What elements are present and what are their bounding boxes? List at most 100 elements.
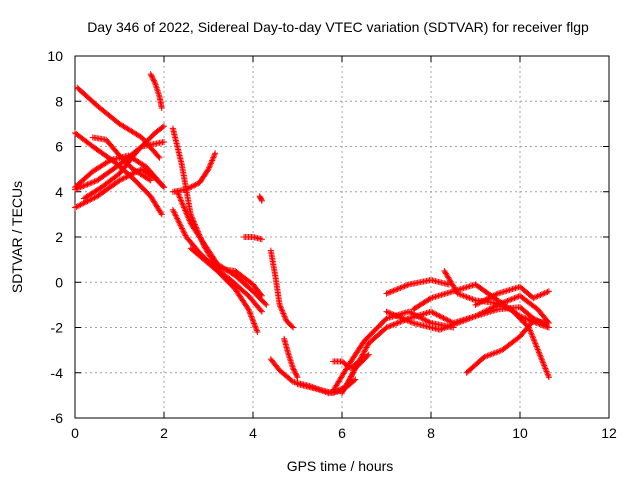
data-point-interp (386, 323, 393, 330)
data-point-interp (277, 304, 284, 311)
data-point (530, 295, 537, 302)
data-point-interp (335, 387, 342, 394)
data-point-interp (92, 178, 99, 185)
data-point-interp (486, 306, 493, 313)
data-point-interp (185, 185, 192, 192)
y-tick-label: -6 (51, 410, 64, 426)
data-point-interp (126, 172, 133, 179)
data-point-interp (408, 319, 415, 326)
data-point-interp (187, 184, 194, 191)
data-point-interp (440, 315, 447, 322)
data-point-interp (439, 325, 446, 332)
data-point-interp (193, 181, 200, 188)
data-point (147, 71, 154, 78)
data-point-interp (177, 222, 184, 229)
data-point-interp (541, 364, 548, 371)
data-point-interp (491, 349, 498, 356)
data-point-interp (210, 153, 217, 160)
data-point-interp (253, 326, 260, 333)
data-point-interp (247, 310, 254, 317)
data-point-interp (443, 316, 450, 323)
data-point-interp (445, 323, 452, 330)
data-point (258, 308, 265, 315)
data-point-interp (490, 350, 497, 357)
y-tick-label: 8 (55, 93, 63, 109)
data-point (205, 166, 212, 173)
data-point-interp (387, 322, 394, 329)
y-tick-label: 2 (55, 229, 63, 245)
data-point-interp (176, 193, 183, 200)
data-point-interp (146, 176, 153, 183)
data-point-interp (194, 227, 201, 234)
data-point-interp (397, 314, 404, 321)
data-point-interp (493, 291, 500, 298)
series-track-15 (256, 193, 265, 204)
data-point-interp (434, 312, 441, 319)
series-track-20 (330, 308, 457, 394)
data-point-interp (351, 366, 358, 373)
data-point-interp (401, 283, 408, 290)
x-tick-label: 8 (427, 425, 435, 441)
data-point-interp (483, 296, 490, 303)
data-point-interp (527, 328, 534, 335)
data-point-interp (148, 73, 155, 80)
data-point-interp (463, 316, 470, 323)
data-point-interp (250, 317, 256, 324)
data-point-interp (258, 196, 265, 203)
data-point-interp (485, 352, 492, 359)
y-tick-label: -2 (51, 320, 64, 336)
data-point-interp (180, 203, 187, 210)
data-point-interp (444, 317, 451, 324)
data-point-interp (391, 287, 398, 294)
data-point-interp (282, 314, 289, 321)
series-track-2 (74, 84, 163, 161)
data-point-interp (402, 282, 409, 289)
data-point-interp (529, 333, 536, 340)
y-tick-labels: -6 -4 -2 0 2 4 6 8 10 (47, 48, 63, 426)
data-point-interp (178, 198, 185, 205)
data-point-interp (396, 314, 403, 321)
data-point (212, 150, 219, 157)
data-point-interp (393, 320, 400, 327)
data-point-interp (476, 311, 483, 318)
data-point-interp (537, 353, 544, 360)
data-point-interp (210, 154, 217, 161)
data-point-interp (80, 200, 87, 207)
y-tick-label: 6 (55, 139, 63, 155)
data-point (147, 177, 154, 184)
data-point-interp (150, 77, 157, 84)
data-point (428, 308, 434, 315)
data-point-interp (177, 197, 184, 204)
data-point-interp (345, 377, 352, 384)
data-point-interp (538, 291, 545, 298)
data-point-interp (279, 309, 286, 316)
data-point-interp (83, 181, 90, 188)
data-point-interp (150, 76, 157, 83)
data-point (263, 301, 270, 308)
data-point-interp (397, 284, 404, 291)
data-point (472, 313, 479, 320)
data-point-interp (544, 318, 551, 325)
data-point-interp (487, 294, 494, 301)
data-point-interp (401, 316, 408, 323)
data-point-interp (528, 331, 535, 338)
data-point-interp (173, 213, 180, 220)
x-tick-label: 10 (512, 425, 528, 441)
data-point-interp (91, 194, 98, 201)
data-point-interp (407, 318, 414, 325)
data-point (436, 326, 443, 333)
data-point-interp (531, 339, 538, 346)
data-point-interp (544, 369, 551, 376)
data-point-interp (485, 295, 492, 302)
data-point-interp (248, 313, 255, 320)
data-point-interp (511, 295, 518, 302)
data-point-interp (250, 319, 257, 326)
data-point-interp (480, 308, 487, 315)
data-point-interp (78, 183, 85, 190)
data-point-interp (386, 289, 393, 296)
data-point-interp (171, 209, 178, 216)
data-point-interp (281, 313, 288, 320)
series-track-14 (241, 234, 265, 243)
data-point-interp (489, 304, 496, 311)
data-point-interp (533, 343, 540, 350)
